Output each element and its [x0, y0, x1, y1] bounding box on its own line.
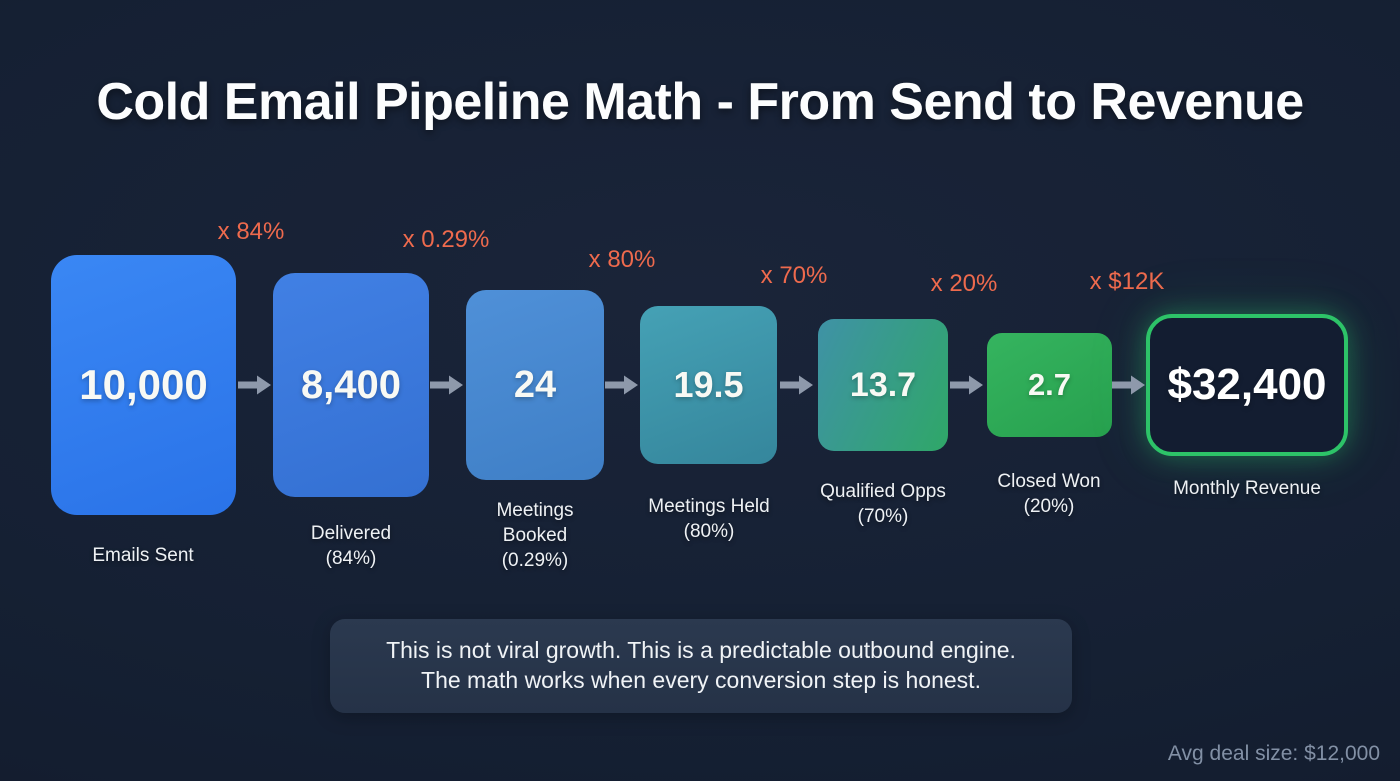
callout-box: This is not viral growth. This is a pred…: [330, 619, 1072, 713]
multiplier-meetings-booked: x 0.29%: [402, 226, 490, 253]
stage-label-emails-sent: Emails Sent: [92, 545, 194, 566]
arrow-right-icon: [950, 375, 983, 395]
stage-label-meetings-held: Meetings Held (80%): [648, 496, 770, 543]
stage-label-closed-won: Closed Won (20%): [997, 471, 1101, 518]
callout-line-1: This is not viral growth. This is a pred…: [386, 637, 1016, 664]
stage-box-qualified-opps: 13.7: [818, 319, 948, 451]
stage-box-meetings-booked: 24: [466, 290, 604, 480]
multiplier-closed-won: x 20%: [930, 270, 998, 297]
stage-value-meetings-booked: 24: [513, 363, 557, 406]
stage-value-closed-won: 2.7: [1027, 367, 1072, 402]
arrow-right-icon: [780, 375, 813, 395]
stage-label-meetings-booked: Meetings Booked (0.29%): [496, 500, 574, 572]
multiplier-meetings-held: x 80%: [588, 246, 656, 273]
stage-box-closed-won: 2.7: [987, 333, 1112, 437]
arrow-right-icon: [238, 375, 271, 395]
stage-value-qualified-opps: 13.7: [849, 365, 917, 404]
arrow-right-icon: [430, 375, 463, 395]
stage-value-monthly-revenue: $32,400: [1167, 360, 1327, 409]
stage-box-monthly-revenue: $32,400: [1146, 314, 1348, 456]
arrow-right-icon: [1112, 375, 1145, 395]
arrow-right-icon: [605, 375, 638, 395]
page-title: Cold Email Pipeline Math - From Send to …: [96, 73, 1304, 131]
stage-label-qualified-opps: Qualified Opps (70%): [820, 481, 946, 528]
stage-value-delivered: 8,400: [300, 362, 402, 407]
avg-deal-size-note: Avg deal size: $12,000: [1167, 742, 1380, 765]
stage-value-emails-sent: 10,000: [79, 361, 208, 408]
stage-box-delivered: 8,400: [273, 273, 429, 497]
stage-label-monthly-revenue: Monthly Revenue: [1173, 478, 1321, 499]
stage-box-emails-sent: 10,000: [51, 255, 236, 515]
callout-line-2: The math works when every conversion ste…: [421, 667, 981, 693]
multiplier-deal-size: x $12K: [1089, 268, 1165, 295]
stage-value-meetings-held: 19.5: [673, 364, 744, 405]
multiplier-qualified-opps: x 70%: [760, 262, 828, 289]
stage-box-meetings-held: 19.5: [640, 306, 777, 464]
multiplier-delivered: x 84%: [217, 218, 285, 245]
stage-label-delivered: Delivered (84%): [310, 523, 392, 570]
